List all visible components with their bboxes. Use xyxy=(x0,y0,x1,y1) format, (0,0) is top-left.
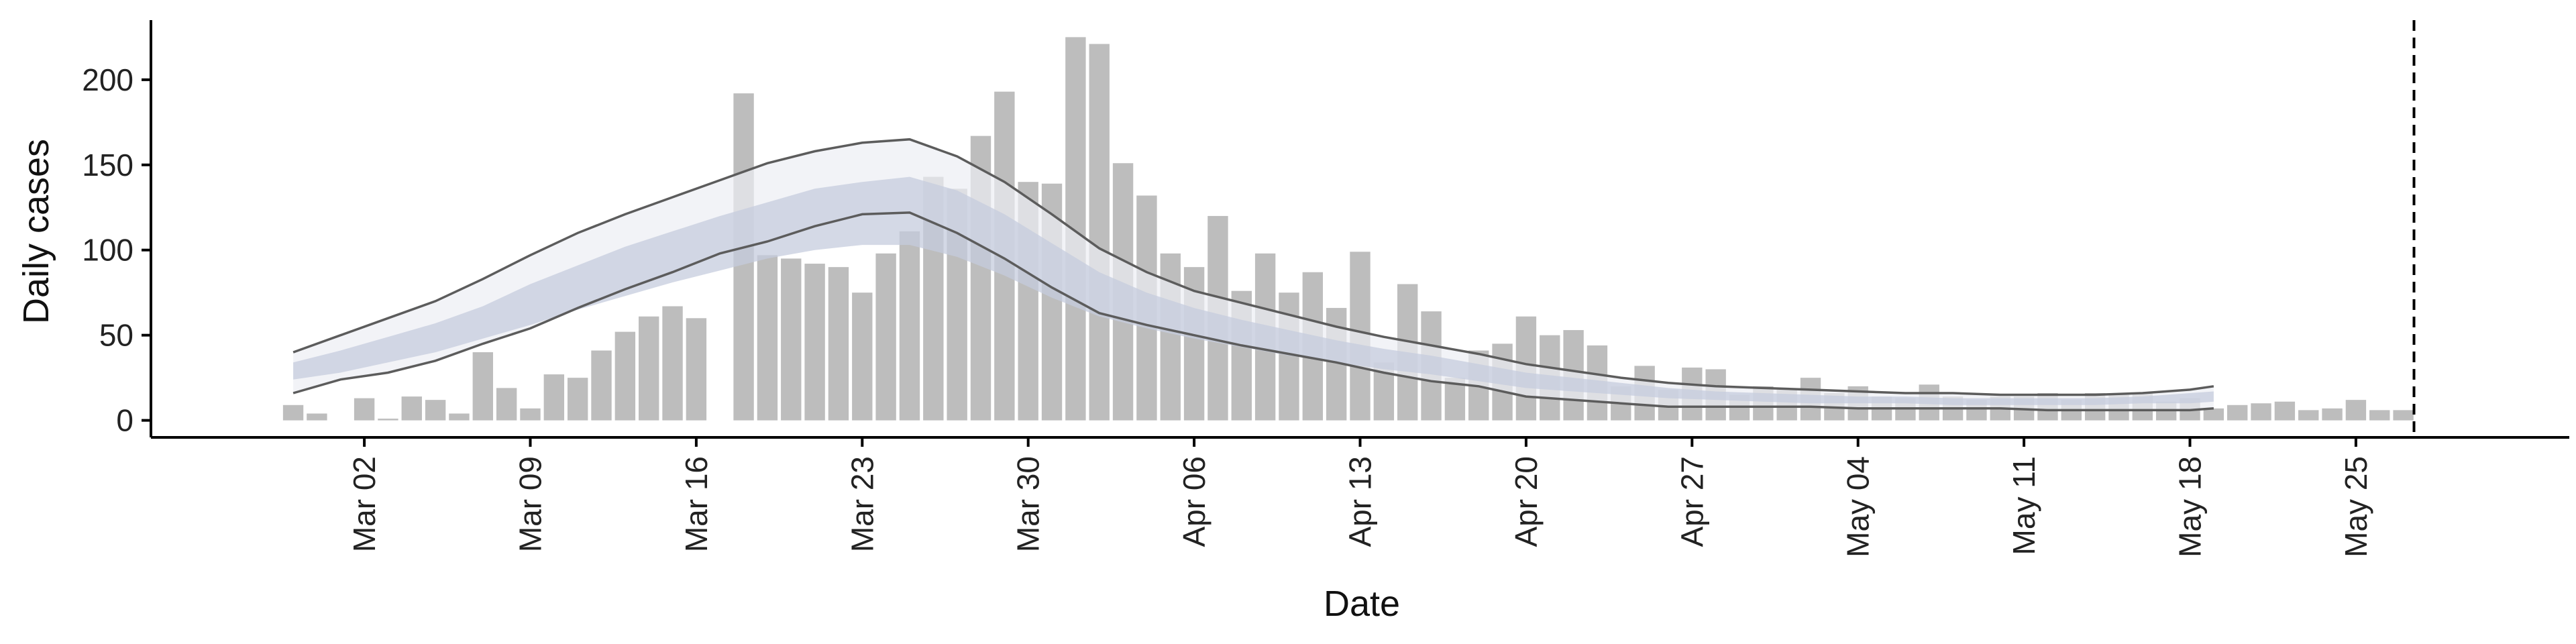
bar xyxy=(2251,403,2271,421)
bar xyxy=(307,413,327,421)
x-tick-label: Mar 16 xyxy=(679,456,714,552)
bar xyxy=(639,316,659,421)
bar xyxy=(2298,410,2319,421)
bar xyxy=(804,264,825,421)
bar xyxy=(852,292,873,421)
bar xyxy=(1089,44,1110,421)
bar xyxy=(2393,410,2414,421)
lower-interval-line xyxy=(292,211,2214,412)
bar xyxy=(591,350,612,421)
bar xyxy=(686,318,707,421)
bar xyxy=(472,352,494,421)
band-50 xyxy=(293,176,2214,405)
bar xyxy=(875,253,896,421)
bar xyxy=(2274,401,2296,421)
estimate-bands xyxy=(292,138,2214,412)
bar xyxy=(662,306,683,421)
x-tick-label: Apr 13 xyxy=(1343,456,1378,547)
bar xyxy=(2203,408,2224,421)
y-tick-label: 50 xyxy=(99,318,133,353)
x-axis-title: Date xyxy=(1324,584,1400,624)
y-tick-label: 100 xyxy=(82,233,133,268)
bar xyxy=(282,405,304,421)
bar xyxy=(614,331,636,421)
y-axis-title: Daily cases xyxy=(16,139,56,324)
bar xyxy=(2226,405,2248,421)
x-tick-label: Mar 23 xyxy=(845,456,879,552)
bar xyxy=(449,413,470,421)
x-tick-label: May 11 xyxy=(2006,456,2041,555)
y-tick-label: 0 xyxy=(116,403,133,438)
bar xyxy=(425,400,446,421)
bar xyxy=(520,408,541,421)
y-axis-ticks: 0 50 100 150 200 xyxy=(82,62,151,438)
bar xyxy=(378,419,398,421)
bar xyxy=(757,255,778,421)
bar xyxy=(2345,400,2367,421)
bar xyxy=(401,396,422,421)
bar xyxy=(2322,408,2343,421)
bar xyxy=(543,374,565,421)
x-tick-label: Apr 20 xyxy=(1509,456,1544,547)
x-tick-label: May 04 xyxy=(1841,456,1876,557)
x-tick-label: Apr 06 xyxy=(1177,456,1212,547)
bar xyxy=(2369,410,2390,421)
bar xyxy=(567,378,588,421)
y-tick-label: 150 xyxy=(82,148,133,182)
x-tick-label: Mar 09 xyxy=(513,456,547,552)
upper-interval-line xyxy=(292,138,2214,396)
x-tick-label: Apr 27 xyxy=(1674,456,1709,547)
bar xyxy=(828,267,849,421)
x-tick-label: May 25 xyxy=(2339,456,2373,557)
bar xyxy=(899,231,920,421)
x-axis-ticks: Mar 02 Mar 09 Mar 16 Mar 23 Mar 30 Apr 06 Apr … xyxy=(347,437,2373,557)
bar xyxy=(781,258,802,421)
bar xyxy=(354,398,375,421)
x-tick-label: May 18 xyxy=(2173,456,2208,557)
x-tick-label: Mar 02 xyxy=(347,456,382,552)
y-tick-label: 200 xyxy=(82,62,133,97)
bar xyxy=(496,388,517,421)
x-tick-label: Mar 30 xyxy=(1011,456,1046,552)
